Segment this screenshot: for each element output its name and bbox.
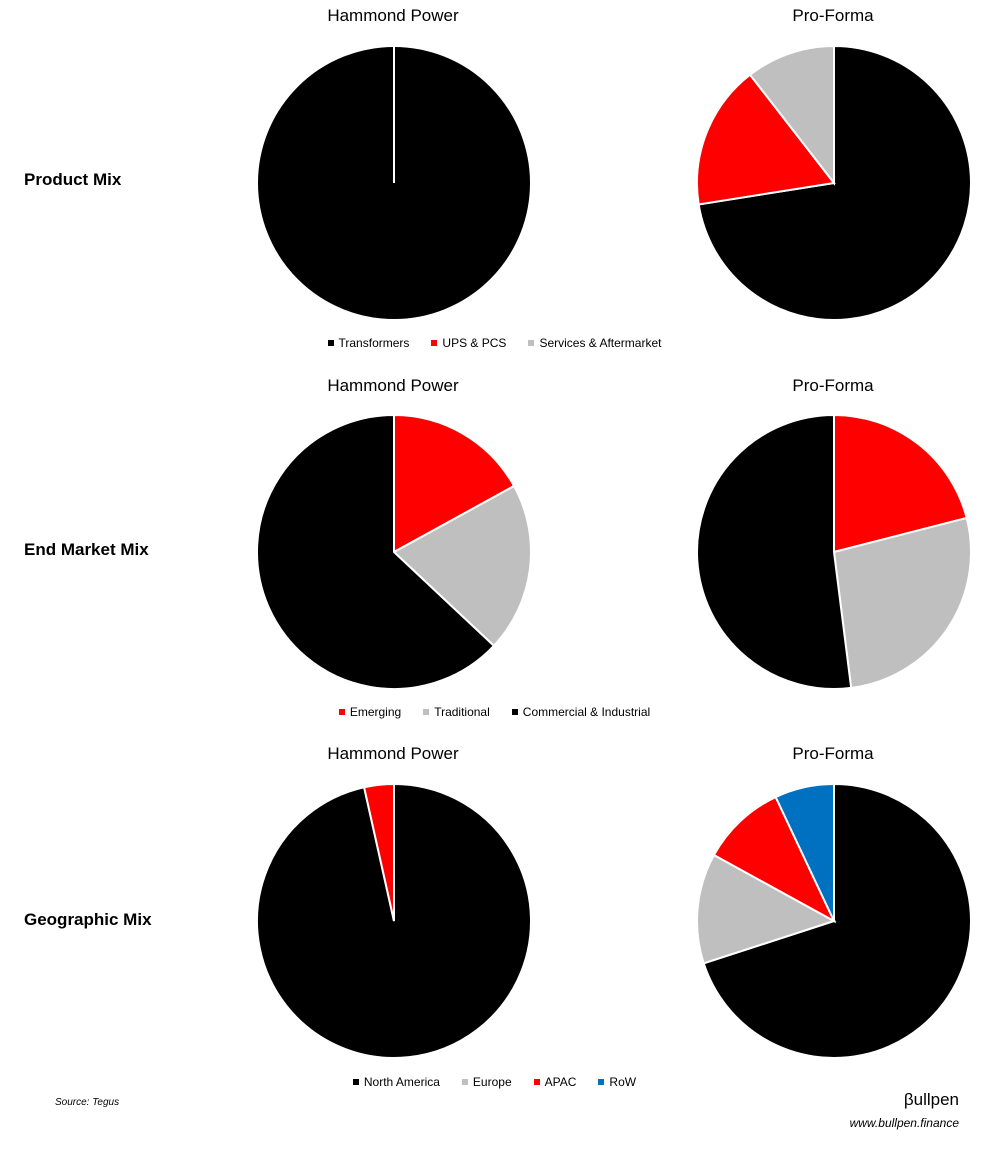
geographic-mix-label: Geographic Mix (24, 910, 152, 929)
legend-swatch (327, 340, 334, 346)
legend-label: Commercial & Industrial (522, 705, 651, 719)
legend-swatch (461, 1079, 468, 1085)
legend-label: APAC (544, 1075, 577, 1089)
pie-chart-proforma-geographic (696, 782, 972, 1059)
chart-title: Pro-Forma (792, 376, 874, 395)
legend-item: Transformers (327, 336, 410, 350)
pie-chart-proforma-product (696, 44, 972, 321)
pie-chart-hammond-geographic (256, 782, 532, 1059)
product-mix-label: Product Mix (24, 170, 122, 189)
chart-title: Hammond Power (327, 6, 459, 25)
legend-swatch (431, 340, 438, 346)
pie-slice-traditional (832, 516, 972, 690)
end-market-mix-label: End Market Mix (24, 540, 149, 559)
legend-swatch (533, 1079, 540, 1085)
website-link[interactable]: www.bullpen.finance (849, 1116, 959, 1130)
legend-item: Traditional (423, 705, 490, 719)
legend-swatch (511, 709, 518, 715)
legend-label: Transformers (338, 336, 410, 350)
legend-swatch (528, 340, 535, 346)
legend-swatch (598, 1079, 605, 1085)
chart-title: Hammond Power (327, 376, 459, 395)
chart-title: Pro-Forma (792, 744, 874, 763)
legend-end-market-mix: Emerging Traditional Commercial & Industri… (0, 705, 989, 719)
source-note: Source: Tegus (55, 1097, 120, 1108)
pie-slice-apac (712, 795, 837, 924)
legend-label: Traditional (434, 705, 490, 719)
bullpen-logo: βullpen (903, 1090, 959, 1109)
pie-slice-apac (362, 782, 395, 922)
legend-label: RoW (609, 1075, 637, 1089)
pie-slice-row (774, 782, 835, 922)
pie-slice-europe (696, 853, 837, 965)
legend-item: North America (352, 1075, 440, 1089)
chart-title: Hammond Power (327, 744, 459, 763)
legend-swatch (338, 709, 345, 715)
legend-item: Europe (461, 1075, 512, 1089)
legend-swatch (352, 1079, 359, 1085)
legend-item: APAC (533, 1075, 577, 1089)
pie-slice-traditional (392, 484, 532, 648)
legend-item: RoW (598, 1075, 636, 1089)
legend-swatch (423, 709, 430, 715)
pie-slice-commercial-industrial (256, 413, 496, 690)
pie-chart-proforma-endmarket (696, 413, 972, 690)
pie-slice-north-america (702, 782, 972, 1059)
pie-slice-ups-pcs (696, 73, 836, 206)
legend-label: North America (363, 1075, 440, 1089)
legend-item: Emerging (338, 705, 402, 719)
legend-item: UPS & PCS (431, 336, 506, 350)
legend-label: UPS & PCS (442, 336, 507, 350)
legend-label: Services & Aftermarket (539, 336, 662, 350)
pie-slice-emerging (833, 413, 968, 554)
legend-label: Europe (472, 1075, 512, 1089)
legend-product-mix: Transformers UPS & PCS Services & Aftermar… (0, 336, 989, 350)
pie-chart-hammond-product (256, 45, 532, 321)
pie-slice-emerging (393, 413, 516, 554)
pie-slice-services-aftermarket (748, 44, 835, 186)
legend-label: Emerging (349, 705, 402, 719)
legend-item: Commercial & Industrial (511, 705, 651, 719)
legend-item: Services & Aftermarket (528, 336, 661, 350)
chart-title: Pro-Forma (792, 6, 874, 25)
legend-geographic-mix: North America Europe APAC RoW (0, 1075, 989, 1089)
pie-chart-hammond-endmarket (256, 413, 532, 690)
pie-slice-commercial-industrial (696, 413, 853, 690)
